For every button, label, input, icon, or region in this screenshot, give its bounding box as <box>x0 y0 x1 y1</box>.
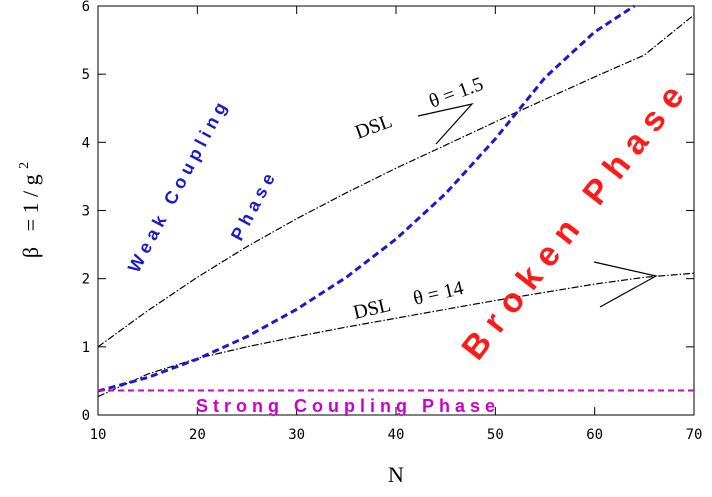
y-axis-title: β = 1 / g 2 <box>17 162 43 258</box>
y-tick-label: 0 <box>82 408 90 424</box>
x-tick-label: 10 <box>90 427 107 443</box>
series-dsl1 <box>97 14 695 348</box>
axis-ticks: 10 20 30 40 50 60 70 0 1 2 3 4 5 6 <box>82 0 703 443</box>
x-tick-label: 60 <box>586 427 603 443</box>
y-tick-label: 3 <box>82 204 90 220</box>
strong-phase-label: Strong Coupling Phase <box>196 396 500 416</box>
dsl1-label: DSL <box>352 110 395 144</box>
dsl2-label: DSL <box>351 294 393 324</box>
dsl1-arrow <box>417 103 474 145</box>
y-tick-label: 1 <box>82 340 90 356</box>
x-tick-label: 70 <box>686 427 703 443</box>
y-tick-label: 5 <box>82 67 90 83</box>
dsl1-annotation: DSL θ = 1.5 <box>352 73 486 145</box>
x-axis-title: N <box>388 462 404 487</box>
weak-coupling-label: Weak Coupling <box>124 95 233 276</box>
dsl2-arrow <box>593 261 658 308</box>
x-tick-label: 30 <box>288 427 305 443</box>
y-tick-label: 2 <box>82 272 90 288</box>
y-tick-label: 6 <box>82 0 90 15</box>
x-tick-label: 40 <box>388 427 405 443</box>
x-tick-label: 50 <box>487 427 504 443</box>
y-tick-label: 4 <box>82 135 90 151</box>
dsl2-theta: θ = 14 <box>411 277 466 310</box>
series-layer <box>97 4 695 398</box>
x-tick-label: 20 <box>189 427 206 443</box>
svg-text:β = 1 / g 2: β = 1 / g 2 <box>17 162 43 258</box>
y-axis-title-eq: = 1 / g <box>18 174 43 231</box>
broken-phase-label: Broken Phase <box>454 70 697 367</box>
dsl1-theta: θ = 1.5 <box>426 73 486 113</box>
series-dsl2 <box>97 272 695 398</box>
y-axis-title-beta: β <box>18 247 43 258</box>
y-axis-title-sup: 2 <box>17 162 32 169</box>
